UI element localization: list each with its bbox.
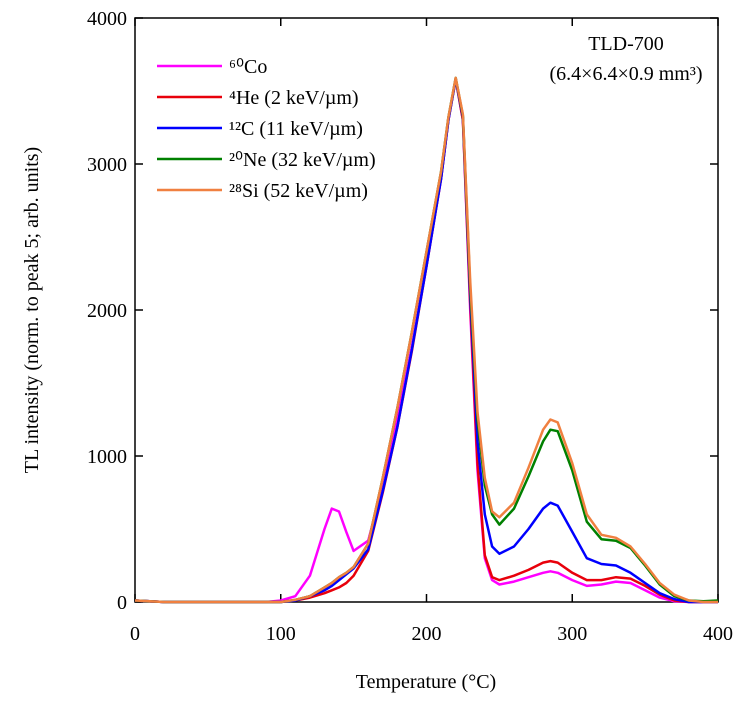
legend-label: ²⁸Si (52 keV/µm): [229, 180, 368, 202]
plot-frame: [134, 17, 719, 603]
x-tick-label: 200: [412, 623, 442, 645]
x-tick-label: 300: [557, 623, 587, 645]
annotation: (6.4×6.4×0.9 mm³): [550, 63, 703, 85]
series-line: [134, 78, 718, 604]
series-line: [134, 78, 718, 604]
legend-label: ¹²C (11 keV/µm): [229, 118, 363, 140]
x-tick-label: 400: [703, 623, 733, 645]
y-tick-label: 3000: [87, 154, 127, 176]
x-tick-label: 100: [266, 623, 296, 645]
y-tick-label: 0: [117, 592, 127, 614]
y-tick-label: 1000: [87, 446, 127, 468]
series-line: [134, 76, 718, 604]
x-axis-label: Temperature (°C): [356, 671, 496, 693]
annotation: TLD-700: [588, 33, 664, 55]
y-tick-label: 2000: [87, 300, 127, 322]
legend-label: ²⁰Ne (32 keV/µm): [229, 149, 376, 171]
y-tick-label: 4000: [87, 8, 127, 30]
series-line: [134, 78, 718, 604]
series-line: [134, 76, 719, 604]
y-axis-label: TL intensity (norm. to peak 5; arb. unit…: [21, 147, 43, 473]
x-tick-label: 0: [130, 623, 140, 645]
legend-label: ⁴He (2 keV/µm): [229, 87, 359, 109]
legend-label: ⁶⁰Co: [229, 56, 267, 78]
